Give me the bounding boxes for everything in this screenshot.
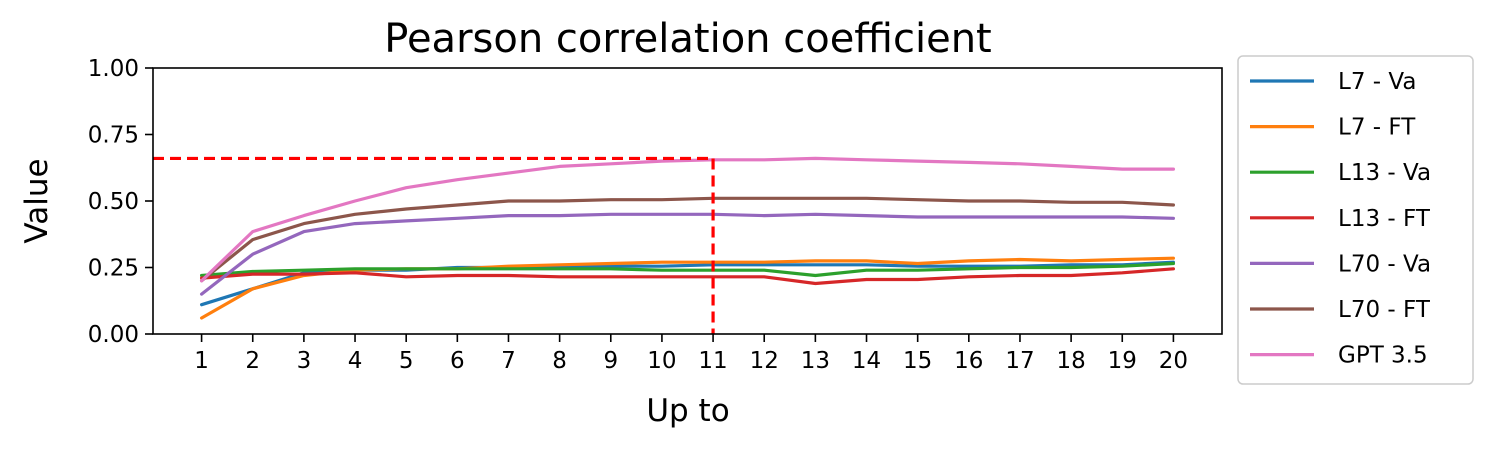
x-tick-label: 3 — [297, 348, 312, 374]
series-line-5 — [200, 196, 1176, 283]
x-tick-label: 13 — [801, 348, 830, 374]
y-tick-label: 0.50 — [88, 189, 139, 215]
x-tick-label: 1 — [194, 348, 209, 374]
x-tick-label: 8 — [552, 348, 567, 374]
y-tick-label: 0.00 — [88, 322, 139, 348]
y-tick-label: 0.25 — [88, 256, 139, 282]
x-tick-label: 5 — [399, 348, 414, 374]
legend-frame — [1237, 55, 1474, 385]
x-tick-label: 16 — [954, 348, 983, 374]
x-tick-label: 18 — [1056, 348, 1085, 374]
chart-title: Pearson correlation coefficient — [384, 16, 991, 62]
series-line-3 — [200, 267, 1176, 286]
x-tick-label: 4 — [348, 348, 363, 374]
x-tick-label: 14 — [852, 348, 881, 374]
legend-label-4: L70 - Va — [1338, 251, 1431, 277]
y-tick-label: 1.00 — [88, 56, 139, 82]
x-tick-label: 11 — [698, 348, 727, 374]
x-tick-label: 9 — [603, 348, 618, 374]
series-line-2 — [200, 261, 1176, 278]
y-tick-label: 0.75 — [88, 123, 139, 149]
legend-label-5: L70 - FT — [1338, 297, 1431, 323]
legend-label-1: L7 - FT — [1338, 115, 1416, 141]
x-tick-label: 20 — [1159, 348, 1188, 374]
legend-label-6: GPT 3.5 — [1338, 343, 1428, 369]
series-line-6 — [200, 156, 1176, 283]
x-tick-label: 19 — [1108, 348, 1137, 374]
x-tick-label: 2 — [245, 348, 260, 374]
legend-label-3: L13 - FT — [1338, 206, 1431, 232]
x-tick-label: 15 — [903, 348, 932, 374]
x-tick-label: 17 — [1005, 348, 1034, 374]
plot-area — [153, 156, 1176, 334]
x-tick-label: 7 — [501, 348, 516, 374]
x-axis-label: Up to — [646, 393, 729, 429]
x-tick-label: 10 — [647, 348, 676, 374]
legend: L7 - Va L7 - FT L13 - Va L13 - FT L70 - Va L7… — [1237, 55, 1474, 385]
y-axis-label: Value — [19, 158, 55, 243]
legend-label-2: L13 - Va — [1338, 160, 1431, 186]
x-tick-label: 6 — [450, 348, 465, 374]
legend-label-0: L7 - Va — [1338, 69, 1416, 95]
x-axis: 1 2 3 4 5 6 7 8 9 10 11 12 13 14 15 16 17 18 19 20 — [194, 334, 1188, 374]
x-tick-label: 12 — [750, 348, 779, 374]
y-axis: 0.00 0.25 0.50 0.75 1.00 — [88, 56, 153, 348]
series-line-4 — [200, 212, 1176, 296]
